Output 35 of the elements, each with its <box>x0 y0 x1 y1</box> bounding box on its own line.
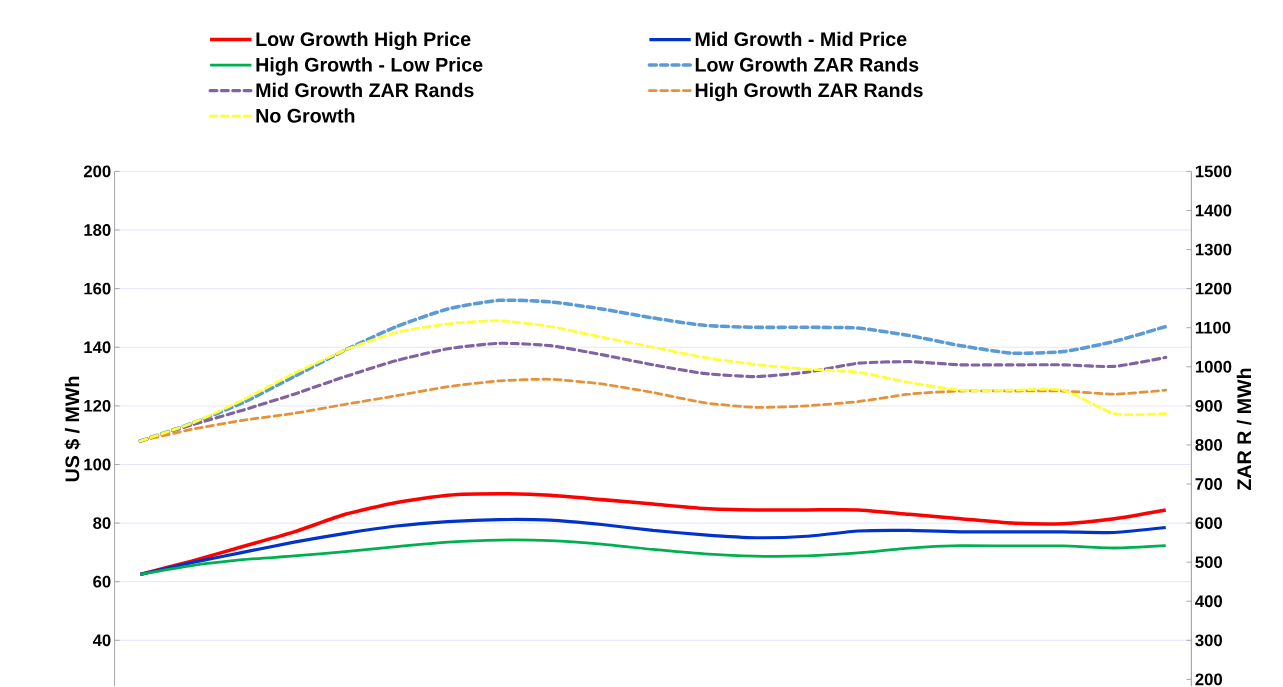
y2-axis-title: ZAR R / MWh <box>1236 368 1252 491</box>
y2-tick-label: 600 <box>1195 517 1222 530</box>
legend-label: High Growth - Low Price <box>256 57 483 76</box>
y2-tick-label: 1200 <box>1195 282 1232 295</box>
y2-tick-label: 200 <box>1195 673 1222 686</box>
y-tick-label: 180 <box>84 224 111 237</box>
y2-tick-label: 900 <box>1195 400 1222 412</box>
y2-tick-label: 700 <box>1195 478 1222 491</box>
legend-label: Mid Growth - Mid Price <box>695 31 907 47</box>
y2-tick-label: 800 <box>1195 439 1222 452</box>
y-tick-label: 120 <box>84 400 111 412</box>
line-series <box>138 341 1168 443</box>
y-axis-title: US $ / MWh <box>64 376 81 482</box>
y-tick-label: 40 <box>92 634 111 647</box>
y-tick-label: 160 <box>84 282 111 295</box>
y2-tick-label: 1500 <box>1195 165 1232 178</box>
legend-label: No Growth <box>256 108 355 123</box>
legend-label: Low Growth ZAR Rands <box>695 57 919 72</box>
y2-tick-label: 1000 <box>1195 361 1232 373</box>
legend-label: High Growth ZAR Rands <box>695 82 923 102</box>
line-series <box>138 492 1168 577</box>
legend-label: Mid Growth ZAR Rands <box>256 82 474 98</box>
y-tick-label: 140 <box>84 341 111 354</box>
y-tick-label: 100 <box>84 458 111 471</box>
y2-tick-label: 400 <box>1195 595 1222 608</box>
y2-tick-label: 300 <box>1195 634 1222 647</box>
y-tick-label: 200 <box>83 165 111 178</box>
y2-tick-label: 1100 <box>1195 321 1231 334</box>
y2-tick-label: 1300 <box>1195 243 1232 256</box>
legend-label: Low Growth High Price <box>256 31 471 51</box>
y2-tick-label: 500 <box>1195 556 1222 569</box>
line-series <box>138 538 1168 576</box>
y-tick-label: 60 <box>93 575 111 588</box>
y2-tick-label: 1400 <box>1195 204 1232 217</box>
y-tick-label: 80 <box>93 517 111 530</box>
